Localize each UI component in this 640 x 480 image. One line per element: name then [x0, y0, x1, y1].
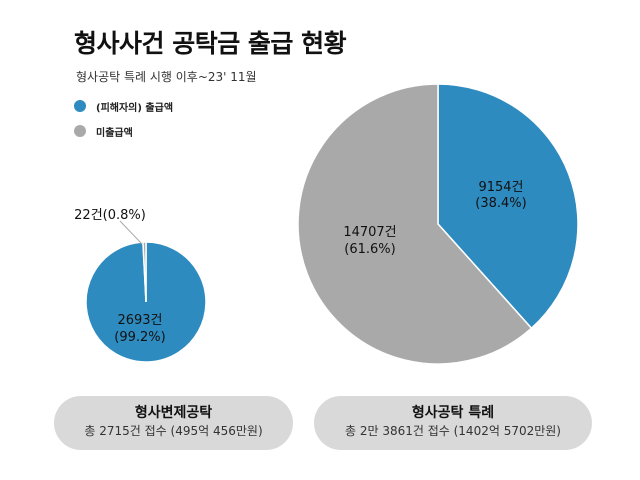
slice-label-paid: 9154건	[478, 180, 523, 195]
caption-pill-large: 형사공탁 특례 총 2만 3861건 접수 (1402억 5702만원)	[314, 396, 592, 450]
caption-pill-small: 형사변제공탁 총 2715건 접수 (495억 456만원)	[54, 396, 293, 450]
legend-swatch-unpaid	[74, 125, 86, 137]
pie-slice-paid	[437, 83, 579, 330]
slice-percent-paid: (99.2%)	[114, 330, 165, 345]
slice-percent-paid: (38.4%)	[475, 196, 526, 211]
pie-chart-large: 9154건(38.4%) 14707건 (61.6%)	[297, 83, 579, 365]
chart-subtitle: 형사공탁 특례 시행 이후~23' 11월	[76, 70, 257, 84]
pie-slice-unpaid	[142, 241, 147, 303]
legend-item-unpaid: 미출급액	[74, 123, 173, 139]
legend: (피해자의) 출급액 미출급액	[74, 98, 173, 148]
slice-percent-unpaid: (61.6%)	[344, 242, 395, 257]
caption-sub-small: 총 2715건 접수 (495억 456만원)	[84, 424, 263, 438]
caption-sub-large: 총 2만 3861건 접수 (1402억 5702만원)	[344, 424, 561, 438]
legend-item-paid: (피해자의) 출급액	[74, 98, 173, 114]
caption-title-small: 형사변제공탁	[134, 405, 213, 421]
slice-label-unpaid: 14707건	[343, 225, 396, 240]
slice-label-unpaid: 22건(0.8%)	[74, 208, 146, 223]
pie-slice-unpaid	[297, 83, 533, 365]
chart-title: 형사사건 공탁금 출급 현황	[74, 29, 347, 58]
caption-title-large: 형사공탁 특례	[411, 405, 495, 421]
leader-line	[119, 220, 143, 245]
legend-label-unpaid: 미출급액	[96, 127, 133, 139]
pie-chart-small: 2693건 (99.2%) 22건(0.8%)	[74, 208, 207, 363]
legend-swatch-paid	[74, 100, 86, 112]
legend-label-paid: (피해자의) 출급액	[96, 102, 174, 114]
slice-label-paid: 2693건	[117, 313, 162, 328]
